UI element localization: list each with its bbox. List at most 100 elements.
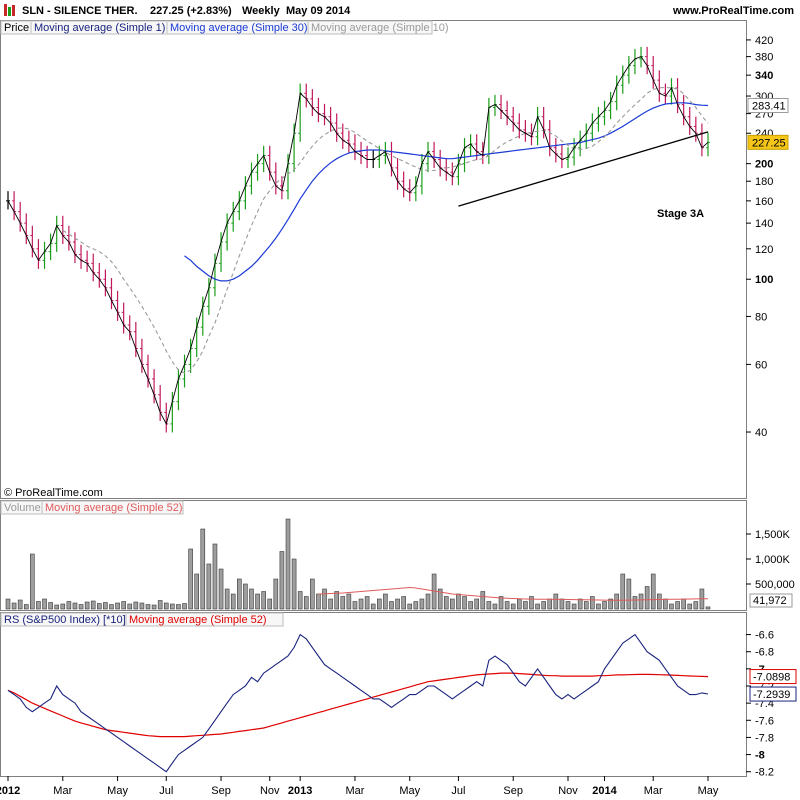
volume-bar <box>72 602 78 610</box>
price-tick-label: 420 <box>755 35 773 47</box>
volume-bar <box>182 603 187 610</box>
price-tick-label: 380 <box>755 52 773 64</box>
volume-bar <box>54 604 59 610</box>
volume-bar <box>291 558 297 610</box>
volume-bar <box>419 598 425 610</box>
price-tick-label: 180 <box>755 176 773 188</box>
volume-bar <box>517 598 522 610</box>
volume-bar <box>60 603 66 610</box>
volume-bar <box>285 518 291 610</box>
volume-bar <box>303 596 309 610</box>
volume-bar <box>638 593 644 610</box>
volume-tick-label: 1,000K <box>755 554 791 566</box>
price-tick-label: 40 <box>755 427 767 439</box>
rs-tick-label: -8 <box>755 750 765 762</box>
period-label: Weekly <box>242 5 281 17</box>
volume-bar <box>42 598 47 610</box>
volume-bar <box>583 601 589 610</box>
rs-ma-line <box>7 672 709 738</box>
volume-bar <box>249 588 254 610</box>
volume-bar <box>48 602 53 610</box>
volume-bar <box>273 578 279 610</box>
volume-bar <box>395 598 400 610</box>
volume-bar <box>340 596 346 610</box>
volume-bar <box>425 593 431 610</box>
volume-bar <box>553 593 559 610</box>
x-tick-label: Sep <box>503 785 523 797</box>
volume-bar <box>389 601 394 610</box>
rs-tick-label: -8.2 <box>755 767 774 779</box>
volume-bar <box>334 591 339 610</box>
volume-bar <box>194 573 199 610</box>
volume-bar <box>474 598 479 610</box>
volume-bar <box>693 601 699 610</box>
volume-bar <box>535 603 540 610</box>
volume-bar <box>370 603 376 610</box>
x-tick-label: Mar <box>53 785 72 797</box>
ma30-line <box>184 102 709 282</box>
volume-bar <box>346 593 352 610</box>
volume-bar <box>103 602 108 610</box>
rs-tick-label: -7.6 <box>755 715 774 727</box>
x-tick-label: 2014 <box>592 785 617 797</box>
volume-bar <box>687 603 693 610</box>
volume-bar <box>577 598 583 610</box>
price-plot <box>6 46 710 433</box>
volume-bar <box>200 528 206 610</box>
volume-tick-label: 500,000 <box>755 579 795 591</box>
header-bar: SLN - SILENCE THER. 227.25 (+2.83%) Week… <box>0 0 800 20</box>
volume-bar <box>401 596 406 610</box>
legend-volume: Volume <box>4 502 41 514</box>
volume-bar <box>243 583 248 610</box>
volume-bar <box>492 603 498 610</box>
price-tick-label: 80 <box>755 311 767 323</box>
volume-bar <box>644 586 650 610</box>
x-tick-label: 2012 <box>0 785 20 797</box>
rs-plot <box>7 633 709 773</box>
last-price-badge <box>747 134 789 150</box>
ma30-value-badge <box>747 98 789 114</box>
price-tick-label: 60 <box>755 359 767 371</box>
volume-bar <box>565 601 571 610</box>
volume-bar <box>547 598 553 610</box>
axes: 4203803403002702402001801601401201008060… <box>0 35 797 797</box>
volume-bar <box>218 568 224 610</box>
volume-bar <box>663 598 668 610</box>
legend-rs-ma: Moving average (Simple 52) <box>129 614 267 626</box>
price-tick-label: 160 <box>755 196 773 208</box>
volume-bar <box>157 600 163 610</box>
volume-bar <box>90 600 96 610</box>
volume-bar <box>163 602 169 610</box>
price-panel-frame <box>0 20 747 499</box>
volume-bar <box>620 573 626 610</box>
volume-bar <box>206 563 212 610</box>
volume-ma-line <box>318 586 708 601</box>
x-tick-label: Mar <box>345 785 364 797</box>
volume-bar <box>121 601 126 610</box>
volume-bar <box>504 601 510 610</box>
volume-bar <box>66 601 72 610</box>
volume-bar <box>443 596 449 610</box>
volume-bar <box>17 599 23 610</box>
volume-bar <box>413 601 419 610</box>
ma10-line <box>62 86 709 374</box>
volume-bar <box>486 601 492 610</box>
volume-bar <box>127 603 133 610</box>
volume-bar <box>657 593 662 610</box>
volume-bar <box>322 588 327 610</box>
volume-bar <box>377 598 382 610</box>
volume-bar <box>230 593 236 610</box>
price-tick-label: 340 <box>755 70 773 82</box>
volume-bar <box>133 601 139 610</box>
volume-bar <box>669 603 674 610</box>
volume-bar <box>5 598 11 610</box>
volume-bar <box>261 591 266 610</box>
volume-bar <box>212 543 218 610</box>
volume-bar <box>297 591 303 610</box>
x-tick-label: Mar <box>644 785 663 797</box>
legend-rs: RS (S&P500 Index) [*10] <box>4 614 126 626</box>
x-tick-label: 2013 <box>288 785 312 797</box>
rs-legend: RS (S&P500 Index) [*10] Moving average (… <box>0 612 284 627</box>
volume-bar <box>456 593 461 610</box>
